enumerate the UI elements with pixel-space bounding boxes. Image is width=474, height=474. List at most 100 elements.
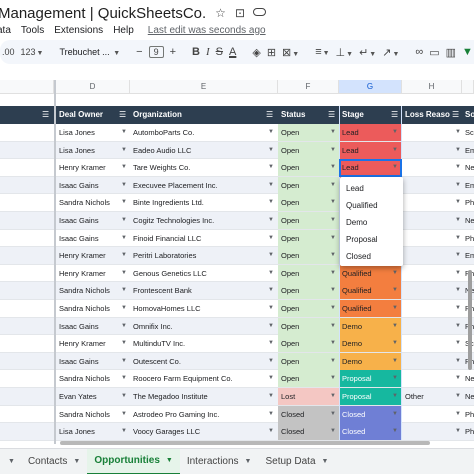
frozen-cell[interactable]	[0, 423, 54, 440]
dropdown-arrow-icon[interactable]: ▼	[392, 322, 398, 329]
dropdown-arrow-icon[interactable]: ▼	[455, 305, 461, 311]
stage-cell[interactable]: Closed	[339, 423, 402, 441]
dropdown-arrow-icon[interactable]: ▼	[121, 164, 127, 171]
deal-owner-cell[interactable]: Isaac Gains	[59, 356, 99, 366]
dropdown-arrow-icon[interactable]: ▼	[392, 146, 398, 153]
loss-reason-cell[interactable]	[402, 230, 452, 247]
star-icon[interactable]: ☆	[215, 6, 226, 20]
dropdown-arrow-icon[interactable]: ▼	[330, 181, 336, 188]
dropdown-option-demo[interactable]: Demo	[346, 218, 368, 227]
dropdown-arrow-icon[interactable]: ▼	[268, 269, 274, 276]
dropdown-arrow-icon[interactable]: ▼	[455, 129, 461, 135]
dropdown-arrow-icon[interactable]: ▼	[455, 393, 461, 399]
chevron-down-icon[interactable]: ▼	[73, 458, 81, 465]
status-cell[interactable]: Open	[278, 159, 339, 177]
tab-previous-sheet[interactable]: ▼	[0, 449, 21, 474]
next-step-cell[interactable]: Ne	[465, 163, 474, 173]
chevron-down-icon[interactable]: ▼	[244, 458, 252, 465]
frozen-cell[interactable]	[0, 406, 54, 423]
loss-reason-cell[interactable]	[402, 282, 452, 299]
dropdown-arrow-icon[interactable]: ▼	[121, 428, 127, 435]
dropdown-arrow-icon[interactable]: ▼	[121, 305, 127, 311]
dropdown-arrow-icon[interactable]: ▼	[121, 322, 127, 329]
frozen-cell[interactable]	[0, 353, 54, 370]
font-size-increase-button[interactable]: +	[169, 46, 177, 58]
stage-cell[interactable]: Proposal	[339, 370, 402, 388]
dropdown-option-proposal[interactable]: Proposal	[346, 235, 378, 244]
dropdown-arrow-icon[interactable]: ▼	[268, 146, 274, 153]
dropdown-arrow-icon[interactable]: ▼	[392, 428, 398, 435]
organization-cell[interactable]: Omnifix Inc.	[133, 321, 173, 331]
dropdown-arrow-icon[interactable]: ▼	[455, 410, 461, 417]
frozen-cell[interactable]	[0, 370, 54, 387]
frozen-cell[interactable]	[0, 159, 54, 176]
filter-icon[interactable]: ☰	[452, 110, 460, 119]
next-step-cell[interactable]: Em	[465, 145, 474, 155]
dropdown-arrow-icon[interactable]: ▼	[330, 234, 336, 241]
menu-help[interactable]: Help	[113, 24, 134, 36]
stage-cell[interactable]: Demo	[339, 335, 402, 353]
frozen-cell[interactable]	[0, 335, 54, 352]
chart-icon[interactable]: ▥	[445, 46, 457, 59]
deal-owner-cell[interactable]: Lisa Jones	[59, 128, 95, 137]
loss-reason-cell[interactable]	[402, 159, 452, 176]
dropdown-arrow-icon[interactable]: ▼	[330, 357, 336, 364]
dropdown-arrow-icon[interactable]: ▼	[392, 375, 398, 382]
column-header-d[interactable]: D	[56, 80, 130, 94]
status-cell[interactable]: Open	[278, 282, 339, 300]
frozen-cell[interactable]	[0, 212, 54, 229]
dropdown-arrow-icon[interactable]: ▼	[268, 164, 274, 171]
dropdown-arrow-icon[interactable]: ▼	[268, 287, 274, 294]
last-edit-link[interactable]: Last edit was seconds ago	[147, 24, 266, 36]
dropdown-arrow-icon[interactable]: ▼	[330, 129, 336, 135]
loss-reason-cell[interactable]	[402, 406, 452, 423]
stage-cell[interactable]: Qualified	[339, 300, 402, 317]
dropdown-arrow-icon[interactable]: ▼	[268, 393, 274, 399]
status-cell[interactable]: Closed	[278, 405, 339, 423]
loss-reason-cell[interactable]	[402, 370, 452, 387]
status-cell[interactable]: Open	[278, 335, 339, 353]
font-size-input[interactable]: 9	[148, 46, 164, 58]
horizontal-scrollbar[interactable]	[60, 440, 474, 446]
column-header-h[interactable]: H	[402, 80, 462, 94]
italic-button[interactable]: I	[205, 46, 210, 58]
status-cell[interactable]: Lost	[278, 388, 339, 405]
organization-cell[interactable]: Execuvee Placement Inc.	[133, 180, 218, 190]
frozen-column-divider[interactable]	[54, 80, 56, 444]
dropdown-arrow-icon[interactable]: ▼	[268, 322, 274, 329]
dropdown-arrow-icon[interactable]: ▼	[455, 217, 461, 223]
organization-cell[interactable]: Cogitz Technologies Inc.	[133, 216, 215, 225]
dropdown-arrow-icon[interactable]: ▼	[455, 375, 461, 382]
dropdown-arrow-icon[interactable]: ▼	[330, 146, 336, 153]
loss-reason-cell[interactable]	[402, 247, 452, 264]
dropdown-arrow-icon[interactable]: ▼	[392, 340, 398, 347]
dropdown-arrow-icon[interactable]: ▼	[121, 252, 127, 259]
deal-owner-cell[interactable]: Sandra Nichols	[59, 374, 110, 384]
dropdown-arrow-icon[interactable]: ▼	[121, 217, 127, 223]
dropdown-arrow-icon[interactable]: ▼	[268, 410, 274, 417]
dropdown-arrow-icon[interactable]: ▼	[121, 410, 127, 417]
dropdown-arrow-icon[interactable]: ▼	[268, 234, 274, 241]
dropdown-arrow-icon[interactable]: ▼	[392, 164, 398, 171]
deal-owner-cell[interactable]: Lisa Jones	[59, 427, 95, 437]
deal-owner-cell[interactable]: Isaac Gains	[59, 233, 99, 243]
dropdown-arrow-icon[interactable]: ▼	[455, 234, 461, 241]
status-cell[interactable]: Open	[278, 352, 339, 370]
next-step-cell[interactable]: Ph	[465, 198, 474, 208]
deal-owner-cell[interactable]: Sandra Nichols	[59, 286, 110, 296]
dropdown-arrow-icon[interactable]: ▼	[455, 357, 461, 364]
frozen-cell[interactable]	[0, 300, 54, 317]
dropdown-arrow-icon[interactable]: ▼	[455, 181, 461, 188]
deal-owner-cell[interactable]: Sandra Nichols	[59, 198, 110, 208]
dropdown-option-qualified[interactable]: Qualified	[346, 201, 378, 210]
dropdown-arrow-icon[interactable]: ▼	[392, 269, 398, 276]
loss-reason-cell[interactable]	[402, 124, 452, 141]
dropdown-arrow-icon[interactable]: ▼	[268, 305, 274, 311]
column-header-g[interactable]: G	[339, 80, 402, 94]
folder-move-icon[interactable]: ⊡	[234, 6, 245, 20]
stage-cell[interactable]: Lead	[339, 124, 402, 141]
filter-icon[interactable]: ☰	[391, 110, 399, 119]
dropdown-arrow-icon[interactable]: ▼	[330, 287, 336, 294]
frozen-cell[interactable]	[0, 388, 54, 405]
font-size-decrease-button[interactable]: −	[136, 46, 143, 58]
